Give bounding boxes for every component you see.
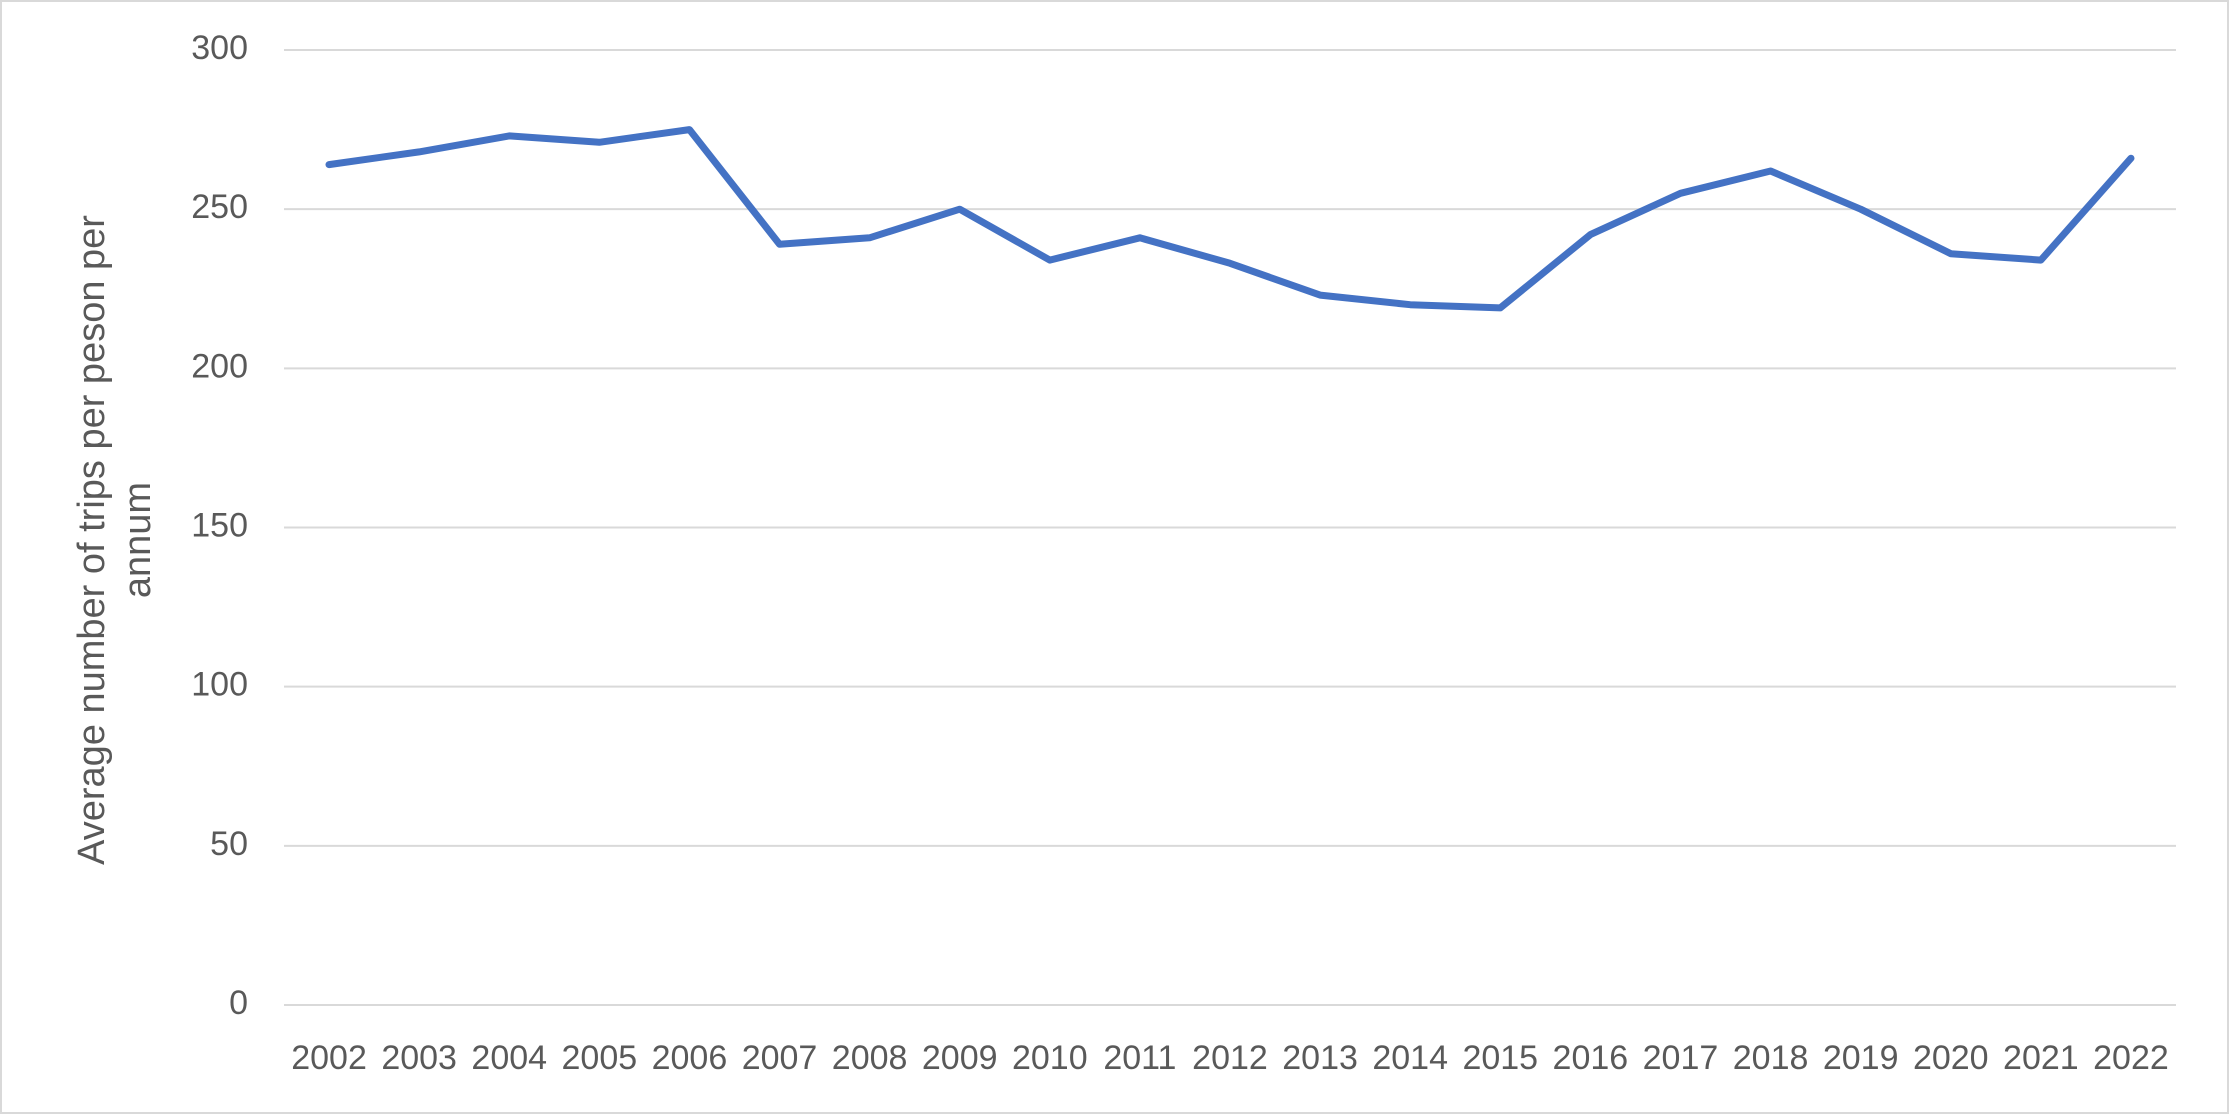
x-tick-label: 2007 bbox=[742, 1039, 818, 1077]
x-tick-label: 2012 bbox=[1192, 1039, 1268, 1077]
x-tick-label: 2006 bbox=[652, 1039, 728, 1077]
x-tick-label: 2010 bbox=[1012, 1039, 1088, 1077]
data-line bbox=[325, 126, 2135, 312]
x-tick-label: 2022 bbox=[2093, 1039, 2169, 1077]
x-tick-label: 2005 bbox=[562, 1039, 638, 1077]
y-tick-label: 0 bbox=[229, 984, 248, 1022]
y-tick-label: 150 bbox=[191, 506, 248, 544]
x-tick-label: 2009 bbox=[922, 1039, 998, 1077]
x-tick-label: 2015 bbox=[1462, 1039, 1538, 1077]
y-tick-label: 200 bbox=[191, 347, 248, 385]
x-tick-label: 2016 bbox=[1553, 1039, 1629, 1077]
y-tick-label: 250 bbox=[191, 188, 248, 226]
x-tick-label: 2017 bbox=[1643, 1039, 1719, 1077]
x-tick-label: 2011 bbox=[1103, 1039, 1176, 1077]
x-tick-label: 2002 bbox=[291, 1039, 367, 1077]
y-tick-label: 100 bbox=[191, 666, 248, 704]
x-tick-label: 2014 bbox=[1372, 1039, 1448, 1077]
x-tick-label: 2008 bbox=[832, 1039, 908, 1077]
y-axis-title: Average number of trips per peson per an… bbox=[71, 215, 159, 865]
x-tick-label: 2013 bbox=[1282, 1039, 1358, 1077]
y-tick-label: 300 bbox=[191, 29, 248, 67]
x-tick-label: 2019 bbox=[1823, 1039, 1899, 1077]
x-tick-label: 2020 bbox=[1913, 1039, 1989, 1077]
x-tick-label: 2021 bbox=[2003, 1039, 2079, 1077]
y-tick-label: 50 bbox=[210, 825, 248, 863]
x-tick-label: 2018 bbox=[1733, 1039, 1809, 1077]
x-tick-label: 2004 bbox=[471, 1039, 547, 1077]
x-tick-label: 2003 bbox=[381, 1039, 457, 1077]
